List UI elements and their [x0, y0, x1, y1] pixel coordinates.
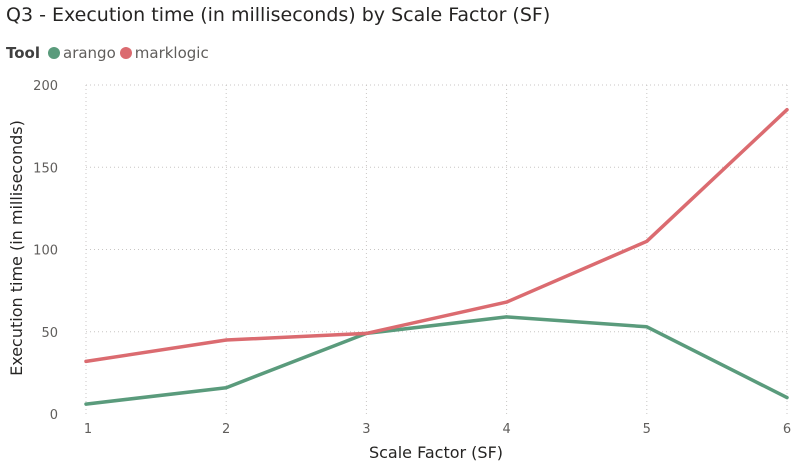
x-axis-ticks: 1 2 3 4 5 6: [84, 422, 791, 437]
legend-item-arango[interactable]: arango: [48, 44, 116, 62]
x-axis-title: Scale Factor (SF): [369, 443, 503, 462]
legend-label-arango: arango: [63, 44, 116, 62]
y-tick-label: 50: [41, 326, 58, 341]
legend: Tool arango marklogic: [6, 44, 213, 62]
y-tick-label: 0: [50, 408, 58, 423]
x-tick-label: 2: [222, 422, 230, 437]
y-tick-label: 100: [33, 244, 58, 259]
y-tick-label: 150: [33, 161, 58, 176]
series-lines: [84, 107, 789, 406]
x-tick-label: 5: [643, 422, 651, 437]
legend-marker-marklogic: [119, 47, 132, 59]
legend-label-marklogic: marklogic: [134, 44, 209, 62]
y-axis-ticks: 0 50 100 150 200: [33, 79, 58, 423]
series-line-marklogic[interactable]: [84, 107, 789, 364]
legend-marker-arango: [48, 47, 60, 59]
y-axis-title: Execution time (in milliseconds): [7, 120, 26, 376]
x-tick-label: 6: [783, 422, 791, 437]
x-tick-label: 3: [362, 422, 370, 437]
legend-title: Tool: [6, 44, 40, 62]
chart-title: Q3 - Execution time (in milliseconds) by…: [6, 4, 551, 26]
gridlines: [85, 84, 788, 414]
x-tick-label: 4: [502, 422, 510, 437]
y-tick-label: 200: [33, 79, 58, 94]
x-tick-label: 1: [84, 422, 92, 437]
series-line-arango[interactable]: [84, 315, 789, 406]
legend-item-marklogic[interactable]: marklogic: [119, 44, 209, 62]
